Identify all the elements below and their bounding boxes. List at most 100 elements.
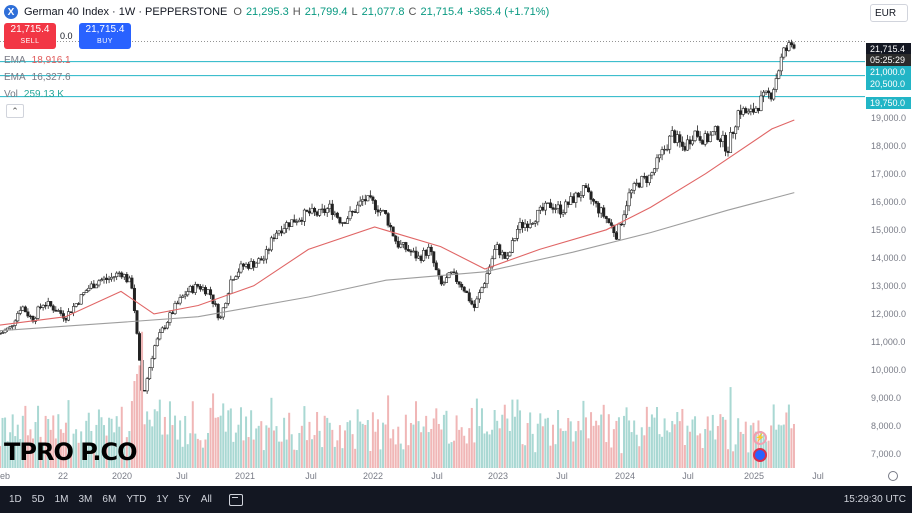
time-tick: 2022 <box>362 471 384 481</box>
price-axis[interactable]: 21,715.4 05:25:29 21,000.0 20,500.0 19,7… <box>865 28 912 468</box>
range-button-5d[interactable]: 5D <box>31 494 45 505</box>
time-tick: Jul <box>556 471 568 481</box>
range-button-1m[interactable]: 1M <box>54 494 69 505</box>
range-button-1y[interactable]: 1Y <box>156 494 169 505</box>
sell-button[interactable]: 21,715.4 SELL <box>4 23 56 49</box>
candle-body <box>457 281 461 285</box>
candle-body <box>581 185 585 196</box>
volume-bar <box>387 395 390 468</box>
candle-body <box>368 195 372 198</box>
flash-icon[interactable]: ⚡ <box>753 431 767 445</box>
candle-body <box>236 271 240 277</box>
volume-bar <box>247 437 250 468</box>
time-axis[interactable]: eb 22 2020 Jul 2021 Jul 2022 Jul 2023 Jul 2024 Jul 2… <box>0 468 865 484</box>
time-tick: 2024 <box>614 471 636 481</box>
candle-body <box>663 148 667 151</box>
candle-body <box>792 44 796 49</box>
volume-bar <box>331 429 334 468</box>
volume-bar <box>364 424 367 468</box>
volume-bar <box>473 442 476 468</box>
candle-body <box>56 310 60 312</box>
utc-clock[interactable]: 15:29:30 UTC <box>843 494 906 505</box>
range-button-3m[interactable]: 3M <box>78 494 93 505</box>
price-tick: 13,000.0 <box>871 280 907 291</box>
volume-bar <box>158 399 161 468</box>
volume-bar <box>592 425 595 468</box>
volume-bar <box>460 427 463 468</box>
collapse-legend-button[interactable]: ⌃ <box>6 104 24 118</box>
candle-body <box>475 298 479 308</box>
volume-bar <box>59 429 62 468</box>
candle-body <box>513 238 517 241</box>
volume-bar <box>382 422 385 468</box>
volume-bar <box>564 430 567 468</box>
candle-body <box>531 222 535 225</box>
volume-bar <box>615 420 618 468</box>
candle-body <box>693 130 697 141</box>
candle-body <box>363 199 367 202</box>
candle-body <box>429 246 433 253</box>
candle-body <box>678 134 682 143</box>
buy-label: BUY <box>97 38 113 45</box>
candle-body <box>346 218 350 224</box>
candle-body <box>434 262 438 271</box>
candle-body <box>409 250 413 253</box>
volume-bar <box>356 409 359 468</box>
volume-bar <box>742 433 745 468</box>
volume-bar <box>311 439 314 468</box>
candle-body <box>148 367 152 380</box>
candle-body <box>193 284 197 293</box>
range-button-1d[interactable]: 1D <box>9 494 22 505</box>
volume-bar <box>546 417 549 468</box>
volume-bar <box>199 440 202 468</box>
candle-body <box>274 232 278 240</box>
candle-body <box>498 244 502 256</box>
volume-bar <box>650 414 653 468</box>
volume-bar <box>569 421 572 468</box>
candle-body <box>264 249 268 260</box>
volume-bar <box>483 433 486 468</box>
candle-body <box>328 203 332 210</box>
volume-bar <box>92 443 95 468</box>
volume-bar <box>250 410 253 468</box>
candle-body <box>252 261 256 268</box>
volume-bar <box>453 440 456 468</box>
candle-body <box>736 110 740 128</box>
legend-ema-slow[interactable]: EMA 16,327.6 <box>4 72 71 83</box>
legend-volume[interactable]: Vol 259.13 K <box>4 89 64 100</box>
level-tag-21000: 21,000.0 <box>866 66 911 78</box>
volume-bar <box>734 444 737 468</box>
symbol-title[interactable]: German 40 Index · 1W · PEPPERSTONE <box>24 6 228 18</box>
candle-body <box>178 297 182 304</box>
calendar-icon[interactable] <box>228 493 243 506</box>
volume-bar <box>14 436 17 468</box>
range-button-all[interactable]: All <box>200 494 212 505</box>
legend-ema-fast[interactable]: EMA 18,916.1 <box>4 55 71 66</box>
globe-icon[interactable] <box>753 448 767 462</box>
range-button-6m[interactable]: 6M <box>102 494 117 505</box>
range-button-5y[interactable]: 5Y <box>178 494 191 505</box>
volume-bar <box>549 445 552 468</box>
volume-bar <box>184 415 187 468</box>
settings-icon[interactable] <box>888 471 898 481</box>
volume-bar <box>227 410 230 468</box>
buy-button[interactable]: 21,715.4 BUY <box>79 23 131 49</box>
volume-bar <box>696 435 699 468</box>
volume-bar <box>574 431 577 468</box>
candle-body <box>135 310 139 334</box>
volume-bar <box>475 398 478 468</box>
volume-bar <box>4 417 7 468</box>
range-button-ytd[interactable]: YTD <box>126 494 147 505</box>
candle-body <box>282 228 286 234</box>
candle-body <box>94 284 98 289</box>
volume-bar <box>212 393 215 468</box>
currency-selector[interactable]: EUR <box>870 4 908 22</box>
candle-body <box>673 130 677 143</box>
candle-body <box>262 258 266 261</box>
candle-body <box>668 135 672 150</box>
candle-body <box>619 223 623 226</box>
volume-bar <box>176 439 179 468</box>
volume-bar <box>785 412 788 468</box>
volume-bar <box>625 407 628 468</box>
